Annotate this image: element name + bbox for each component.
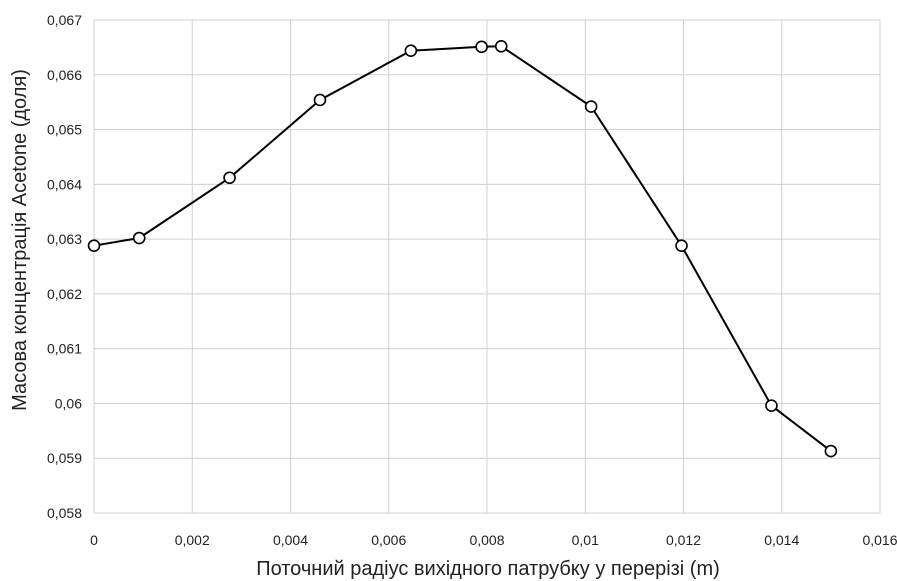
- x-tick-label: 0: [90, 532, 98, 548]
- data-point: [584, 100, 598, 113]
- y-tick-label: 0,058: [47, 505, 82, 521]
- x-tick-label: 0,016: [862, 532, 897, 548]
- series-line: [93, 45, 832, 452]
- y-tick-label: 0,067: [47, 12, 82, 28]
- x-tick-label: 0,014: [764, 532, 799, 548]
- y-tick-label: 0,065: [47, 122, 82, 138]
- data-point: [475, 40, 488, 54]
- x-tick-label: 0,004: [273, 532, 308, 548]
- x-tick-label: 0,002: [175, 532, 210, 548]
- x-axis-ticks: 0 0,002 0,004 0,006 0,008 0,01 0,012 0,014 0,016: [90, 532, 897, 548]
- y-tick-label: 0,064: [47, 176, 82, 192]
- y-axis-title: Масова концентрація Acetone (доля): [9, 69, 31, 411]
- y-tick-label: 0,061: [47, 341, 82, 357]
- y-tick-label: 0,066: [47, 67, 82, 83]
- data-markers: [87, 39, 838, 458]
- data-point: [87, 239, 101, 252]
- grid-lines: [93, 19, 881, 514]
- data-point: [132, 231, 146, 245]
- y-tick-label: 0,059: [47, 450, 82, 466]
- data-point: [765, 399, 778, 412]
- y-tick-label: 0,06: [55, 395, 82, 411]
- y-tick-label: 0,063: [47, 231, 82, 247]
- data-point: [404, 44, 418, 57]
- x-tick-label: 0,006: [371, 532, 406, 548]
- x-tick-label: 0,01: [572, 532, 599, 548]
- data-point: [675, 239, 688, 252]
- y-tick-label: 0,062: [47, 286, 82, 302]
- data-point: [223, 171, 236, 185]
- data-point: [824, 444, 838, 458]
- data-point: [494, 39, 508, 53]
- x-tick-label: 0,008: [469, 532, 504, 548]
- x-axis-title: Поточний радіус вихідного патрубку у пер…: [256, 558, 720, 580]
- y-axis-ticks: 0,058 0,059 0,06 0,061 0,062 0,063 0,064 0,065 0…: [47, 12, 82, 521]
- x-tick-label: 0,012: [666, 532, 701, 548]
- data-point: [313, 93, 327, 107]
